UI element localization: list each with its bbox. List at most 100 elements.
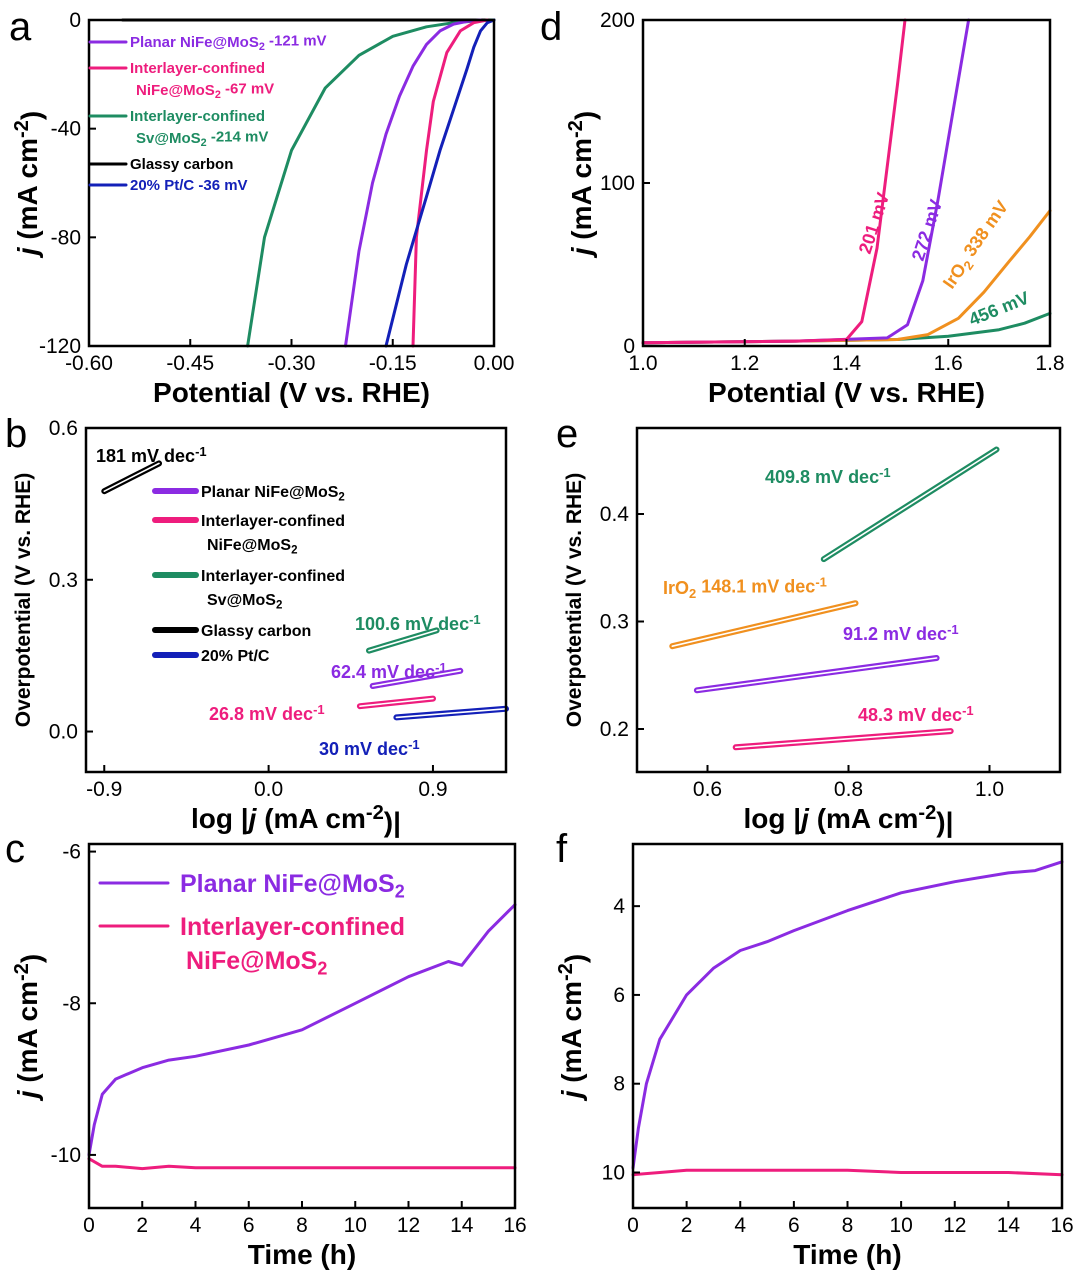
series-line-pink [411,18,489,348]
x-tick-label: -0.60 [65,352,113,375]
panel-letter-e: e [556,412,578,456]
y-tick-label: 4 [613,895,625,918]
series-group [669,446,1000,751]
legend-text: Glassy carbon [201,623,311,640]
series-line-highlight [395,707,507,719]
series-line-purple [641,18,971,345]
series-line-highlight [371,669,462,687]
series-line-highlight [696,657,938,692]
legend-text: Glassy carbon [130,156,233,173]
series-line-highlight [671,602,857,648]
y-tick-label: -10 [51,1144,81,1167]
x-tick-label: -0.9 [86,778,122,801]
y-tick-label: 0.4 [600,503,630,526]
x-tick-label: 0.0 [254,778,283,801]
x-tick-label: 1.8 [1035,352,1064,375]
y-tick-label: -80 [51,226,81,249]
x-tick-label: 6 [243,1214,255,1237]
x-axis-label: Time (h) [248,1239,356,1270]
x-tick-label: -0.45 [166,352,214,375]
annotation-text: IrO2​ 148.1 mV dec-1​ [663,575,827,601]
plot-frame [641,18,1052,348]
y-tick-label: 0 [69,9,81,32]
annotation-text: 181 mV dec-1​ [96,444,207,466]
x-tick-label: 0.6 [693,778,722,801]
annotation-text: 26.8 mV dec-1​ [209,702,325,724]
y-tick-label: -40 [51,118,81,141]
x-tick-label: 1.2 [730,352,759,375]
annotation-text: 201 mV [855,190,894,256]
x-tick-label: 8 [296,1214,308,1237]
x-tick-label: -0.30 [268,352,316,375]
y-tick-label: 0.3 [600,611,629,634]
series-line-pink [641,18,907,345]
y-tick-label: -120 [39,335,81,358]
y-axis-label: Overpotential (V vs. RHE) [563,473,586,727]
series-group [631,860,1064,1177]
y-axis-label: j (mA cm-2​) [11,954,47,1102]
x-axis-label: log |j (mA cm-2​)| [744,802,954,838]
panel-letter-c: c [5,827,25,871]
x-tick-label: 1.6 [934,352,963,375]
annotation-text: 62.4 mV dec-1​ [331,660,447,682]
x-tick-label: 4 [190,1214,202,1237]
plot-frame [631,842,1064,1210]
series-line-highlight [359,697,434,708]
y-tick-label: 0.0 [49,721,78,744]
panel-b: b -0.9 0.0 0.9 0.0 0.3 0.6 log |j (mA cm-2​)| Ov… [5,412,509,838]
panel-letter-a: a [9,5,32,49]
y-tick-label: 0.2 [600,718,629,741]
x-tick-label: 1.4 [832,352,862,375]
x-tick-label: 0 [627,1214,639,1237]
annotation-text: 30 mV dec-1​ [319,737,420,759]
plot-frame [87,842,517,1210]
legend-text: 20% Pt/C [201,648,270,665]
x-axis-label: Time (h) [793,1239,901,1270]
y-tick-label: 6 [613,984,625,1007]
annotation-text: 272 mV [908,197,947,263]
y-tick-label: 8 [613,1073,625,1096]
x-tick-label: 16 [503,1214,526,1237]
series-line-pink [631,1168,1064,1177]
x-tick-label: 8 [842,1214,854,1237]
y-tick-label: -6 [62,841,81,864]
panel-a: a -0.60 -0.45 -0.30 -0.15 0.00 0 -40 -80 -120 Pote… [9,5,514,408]
series-line-green [246,18,496,348]
panel-letter-f: f [556,827,568,871]
series-line-purple [344,18,482,348]
x-tick-label: 0.8 [834,778,863,801]
panel-letter-b: b [5,412,27,456]
x-tick-label: 2 [681,1214,693,1237]
series-group [641,18,1052,345]
panel-d: d 1.0 1.2 1.4 1.6 1.8 0 100 200 Potential (V vs. … [540,5,1065,408]
series-group [101,460,509,721]
series-group [87,903,517,1171]
x-tick-label: 2 [136,1214,148,1237]
legend-text: Planar NiFe@MoS2​ [180,870,405,901]
annotation-text: 91.2 mV dec-1​ [843,622,959,644]
y-tick-label: 0.6 [49,417,78,440]
x-tick-label: 16 [1050,1214,1073,1237]
series-line-blue [384,18,496,348]
series-line-purple [87,903,517,1157]
series-line-highlight [734,730,952,749]
y-tick-label: 0 [623,335,635,358]
y-tick-label: 0.3 [49,569,78,592]
x-axis-label: Potential (V vs. RHE) [153,377,430,408]
y-axis-label: Overpotential (V vs. RHE) [12,473,35,727]
panel-e: e 0.6 0.8 1.0 0.2 0.3 0.4 log |j (mA cm-2​)| Ove… [556,412,1062,838]
x-tick-label: 10 [344,1214,367,1237]
x-tick-label: 14 [450,1214,474,1237]
annotation-text: IrO2​ 338 mV [938,197,1016,294]
y-tick-label: -8 [62,992,81,1015]
y-axis-label: j (mA cm-2​) [11,111,47,259]
annotation-text: 48.3 mV dec-1​ [858,703,974,725]
x-tick-label: 12 [943,1214,966,1237]
x-tick-label: 0.00 [474,352,515,375]
series-line-pink [87,1157,517,1171]
